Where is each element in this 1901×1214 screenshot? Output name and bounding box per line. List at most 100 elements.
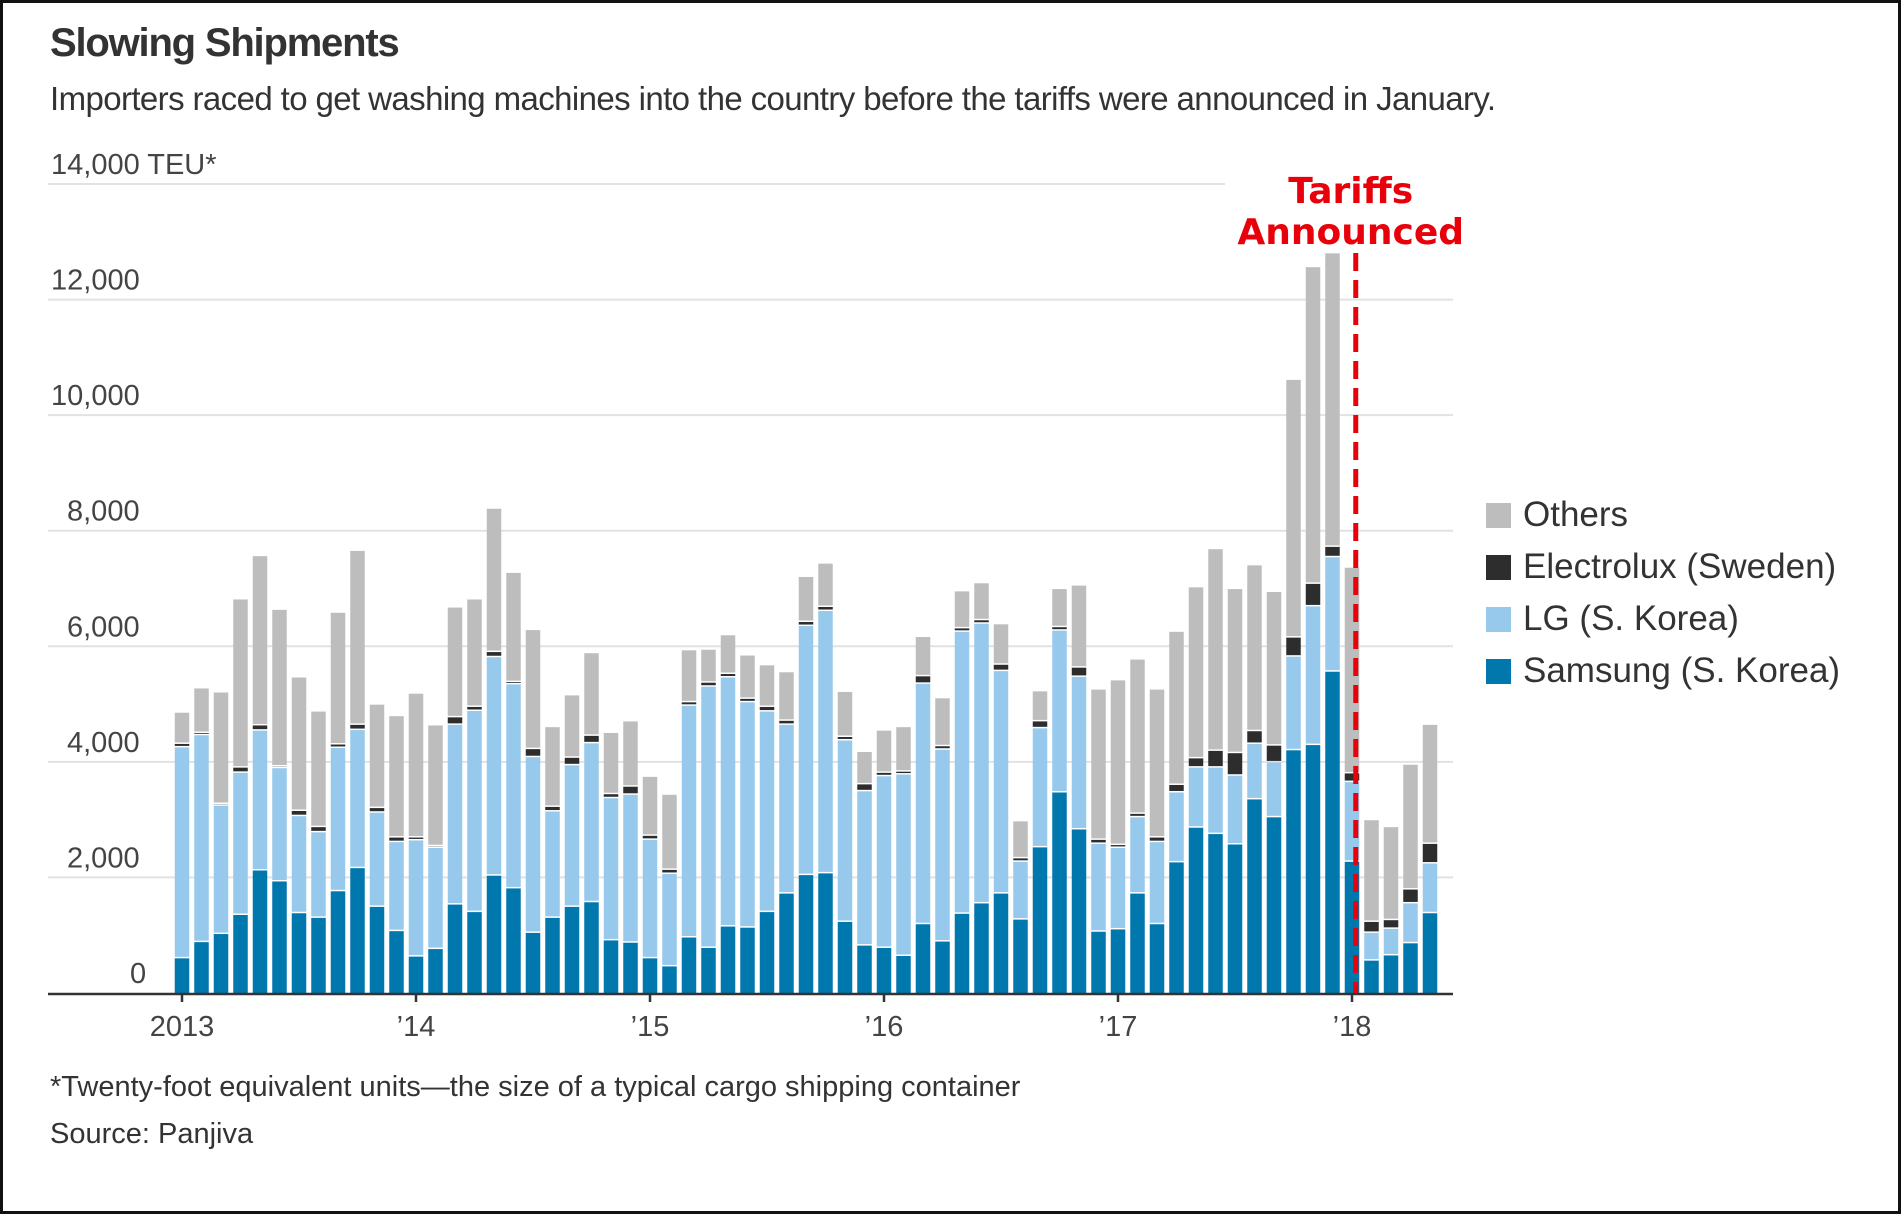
legend-label: Others <box>1523 495 1629 534</box>
bar-segment-samsung <box>759 912 775 993</box>
bar-segment-electrolux <box>174 743 190 746</box>
bar-segment-others <box>1208 549 1223 750</box>
bar-stack <box>1110 680 1126 993</box>
bar-segment-others <box>1130 659 1145 813</box>
bar-segment-lg <box>642 839 658 957</box>
y-tick-label: 2,000 <box>67 842 140 874</box>
bar-segment-others <box>935 698 950 745</box>
bar-segment-lg <box>623 794 638 942</box>
bar-stack <box>311 711 326 993</box>
bar-segment-lg <box>1383 928 1399 954</box>
bar-segment-electrolux <box>818 606 833 610</box>
bar-segment-electrolux <box>1091 839 1106 843</box>
y-tick-label: 0 <box>130 958 146 990</box>
bar-segment-electrolux <box>779 720 794 724</box>
bar-segment-electrolux <box>720 674 736 676</box>
bar-segment-others <box>642 776 658 835</box>
bar-segment-lg <box>1032 728 1048 846</box>
bar-segment-others <box>1052 589 1067 626</box>
bar-segment-others <box>1032 691 1048 720</box>
bar-stack <box>1286 379 1301 993</box>
bar-segment-electrolux <box>1013 858 1028 861</box>
bar-stack <box>408 693 424 993</box>
bar-segment-samsung <box>837 921 853 993</box>
bar-segment-electrolux <box>1344 773 1360 781</box>
legend-label: Samsung (S. Korea) <box>1523 651 1841 690</box>
bar-segment-samsung <box>1149 924 1165 993</box>
bar-stack <box>447 607 463 993</box>
bar-segment-lg <box>662 873 677 965</box>
bar-segment-electrolux <box>369 808 385 812</box>
bar-segment-electrolux <box>1169 784 1184 791</box>
bar-segment-others <box>720 635 736 673</box>
bar-stack <box>1422 724 1438 993</box>
footnote: *Twenty-foot equivalent units—the size o… <box>50 1071 1021 1103</box>
chart-subtitle: Importers raced to get washing machines … <box>50 80 1496 117</box>
bar-stack <box>662 794 677 993</box>
bar-segment-lg <box>545 811 560 917</box>
bar-segment-samsung <box>408 956 424 993</box>
x-tick-label: ’18 <box>1333 1011 1372 1043</box>
bar-segment-electrolux <box>252 725 268 730</box>
bar-segment-lg <box>1247 743 1262 798</box>
bar-segment-electrolux <box>1149 837 1165 841</box>
bar-segment-samsung <box>1383 955 1399 993</box>
bar-segment-samsung <box>1422 913 1438 993</box>
bar-segment-samsung <box>428 949 443 993</box>
bar-segment-samsung <box>857 945 872 993</box>
bar-segment-electrolux <box>642 835 658 839</box>
legend-item: Others <box>1486 489 1840 541</box>
bar-segment-lg <box>837 740 853 921</box>
bar-stack <box>350 550 365 993</box>
bar-segment-others <box>272 609 287 765</box>
bar-segment-samsung <box>1032 847 1048 993</box>
bar-segment-lg <box>233 772 248 914</box>
x-tick-label: ’16 <box>865 1011 904 1043</box>
bar-segment-electrolux <box>1383 920 1399 928</box>
bar-segment-electrolux <box>1032 721 1048 727</box>
bar-stack <box>1091 689 1106 993</box>
bar-segment-lg <box>1305 606 1321 744</box>
bar-segment-others <box>915 637 931 675</box>
bar-segment-electrolux <box>1325 546 1340 556</box>
bar-stack <box>506 572 521 993</box>
x-tick-label: 2013 <box>150 1011 215 1043</box>
bar-segment-samsung <box>915 924 931 993</box>
bar-segment-electrolux <box>194 732 209 734</box>
bar-segment-electrolux <box>506 682 521 683</box>
bar-stack <box>1149 689 1165 993</box>
bar-stack <box>701 649 716 993</box>
bar-segment-others <box>233 599 248 767</box>
bar-segment-electrolux <box>350 724 365 729</box>
annotation-line2: Announced <box>1237 212 1464 253</box>
bar-segment-others <box>311 711 326 826</box>
bar-segment-electrolux <box>876 772 892 775</box>
bar-segment-samsung <box>291 913 307 993</box>
bar-segment-lg <box>1091 843 1106 931</box>
bar-segment-samsung <box>545 917 560 993</box>
bar-stack <box>1052 589 1067 993</box>
bar-segment-lg <box>818 611 833 872</box>
bar-segment-others <box>1383 827 1399 919</box>
bar-stack <box>915 637 931 993</box>
bar-segment-electrolux <box>896 771 911 774</box>
bar-stack <box>252 556 268 993</box>
legend-swatch <box>1486 554 1511 580</box>
bar-segment-others <box>857 752 872 783</box>
bar-segment-samsung <box>701 947 716 993</box>
bar-segment-samsung <box>506 888 521 993</box>
bar-stack <box>1130 659 1145 993</box>
bar-segment-others <box>1188 587 1204 757</box>
bar-stack <box>837 691 853 993</box>
bar-segment-electrolux <box>662 869 677 873</box>
bar-segment-others <box>1013 821 1028 857</box>
bar-segment-lg <box>759 711 775 911</box>
chart-title: Slowing Shipments <box>50 21 400 65</box>
y-tick-label: 6,000 <box>67 611 140 643</box>
stacked-bar-chart: 0 2,000 4,000 6,000 8,000 10,000 12,000 14,000 … <box>48 149 1464 1043</box>
bar-stack <box>857 752 872 993</box>
bar-stack <box>272 609 287 993</box>
bar-segment-samsung <box>330 891 346 993</box>
bar-stack <box>291 677 307 993</box>
y-tick-label: 8,000 <box>67 496 140 528</box>
